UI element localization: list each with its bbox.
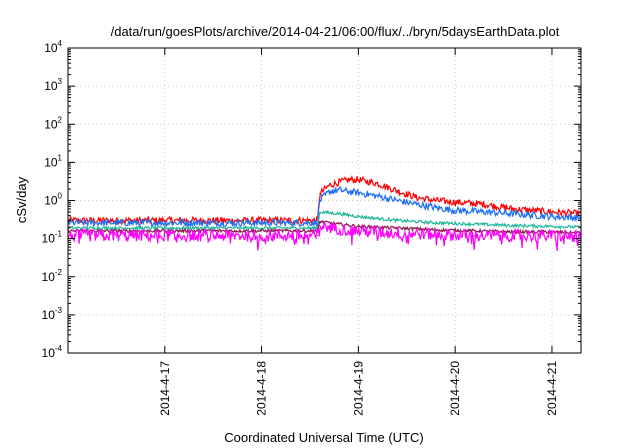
data-point: [338, 223, 340, 225]
data-point: [473, 235, 476, 237]
y-tick-label: 10-1: [42, 230, 63, 246]
series-line: [67, 221, 582, 251]
data-point: [473, 230, 476, 232]
y-tick-label: 101: [44, 153, 62, 169]
y-tick-label: 100: [44, 192, 62, 208]
data-point: [512, 235, 514, 237]
series-line: [67, 174, 582, 227]
data-point: [338, 181, 340, 183]
data-point: [512, 213, 514, 215]
data-point: [261, 235, 263, 237]
x-tick-label: 2014-4-17: [158, 361, 172, 416]
data-point: [309, 219, 311, 221]
series-line: [67, 209, 582, 232]
data-point: [338, 228, 340, 230]
y-tick-label: 103: [44, 77, 62, 93]
data-point: [454, 209, 456, 211]
data-point: [435, 233, 437, 235]
chart-title: /data/run/goesPlots/archive/2014-04-21/0…: [111, 24, 560, 39]
data-point: [212, 219, 214, 221]
data-point: [512, 208, 514, 210]
data-point: [319, 193, 321, 195]
data-point: [415, 196, 418, 199]
axis-ticks: [68, 47, 581, 354]
data-point: [319, 221, 321, 223]
data-point: [551, 235, 553, 237]
data-point: [309, 227, 311, 229]
data-point: [261, 230, 263, 232]
grid: [68, 48, 581, 353]
data-point: [164, 235, 166, 237]
data-point: [212, 222, 214, 224]
y-tick-label: 10-2: [42, 268, 63, 284]
y-tick-labels: 10-4 10-3 10-2 10-1 100 101 102 103 104: [42, 39, 63, 360]
x-tick-labels: 2014-4-17 2014-4-18 2014-4-19 2014-4-20 2014…: [158, 361, 559, 416]
data-point: [396, 190, 398, 192]
data-point: [357, 192, 359, 194]
data-point: [551, 215, 553, 218]
series-layer: [67, 174, 582, 251]
data-point: [328, 191, 330, 193]
y-tick-label: 104: [44, 39, 62, 55]
data-point: [454, 201, 456, 203]
data-point: [435, 207, 437, 209]
y-axis-label: cSv/day: [14, 176, 29, 223]
data-point: [164, 227, 166, 229]
data-point: [551, 211, 553, 213]
data-point: [309, 222, 311, 224]
data-point: [115, 230, 117, 232]
y-tick-label: 102: [44, 115, 62, 131]
data-point: [483, 211, 485, 213]
data-point: [435, 222, 437, 224]
data-point: [357, 230, 359, 232]
data-point: [261, 222, 263, 224]
x-tick-label: 2014-4-21: [545, 361, 559, 416]
data-point: [317, 235, 319, 237]
data-point: [512, 225, 514, 227]
data-point: [328, 184, 330, 186]
x-tick-label: 2014-4-18: [255, 361, 269, 416]
data-point: [396, 232, 398, 234]
data-point: [357, 225, 359, 227]
data-point: [261, 219, 263, 221]
series-5: [67, 221, 582, 251]
data-point: [338, 213, 340, 215]
data-point: [377, 182, 379, 185]
data-point: [319, 225, 321, 227]
data-point: [319, 211, 321, 213]
data-point: [435, 199, 437, 202]
x-tick-label: 2014-4-20: [448, 361, 462, 416]
y-tick-label: 10-4: [42, 344, 63, 360]
data-point: [396, 219, 398, 221]
data-point: [115, 235, 117, 237]
data-point: [309, 230, 311, 232]
data-point: [357, 179, 359, 181]
series-line: [67, 186, 582, 228]
data-point: [551, 225, 553, 227]
data-point: [473, 223, 476, 225]
x-axis-label: Coordinated Universal Time (UTC): [224, 430, 423, 445]
data-point: [357, 215, 359, 218]
data-point: [115, 222, 117, 224]
data-point: [338, 189, 340, 191]
data-point: [212, 227, 214, 229]
data-point: [348, 191, 350, 193]
data-point: [483, 203, 485, 205]
data-point: [115, 227, 117, 229]
data-point: [319, 199, 321, 202]
x-tick-label: 2014-4-19: [351, 361, 365, 416]
data-point: [261, 227, 263, 229]
data-point: [348, 179, 350, 181]
data-point: [309, 235, 311, 237]
data-point: [212, 235, 214, 237]
data-point: [164, 222, 166, 224]
data-point: [415, 203, 418, 205]
data-point: [377, 195, 379, 197]
data-point: [396, 199, 398, 202]
y-tick-label: 10-3: [42, 306, 63, 322]
